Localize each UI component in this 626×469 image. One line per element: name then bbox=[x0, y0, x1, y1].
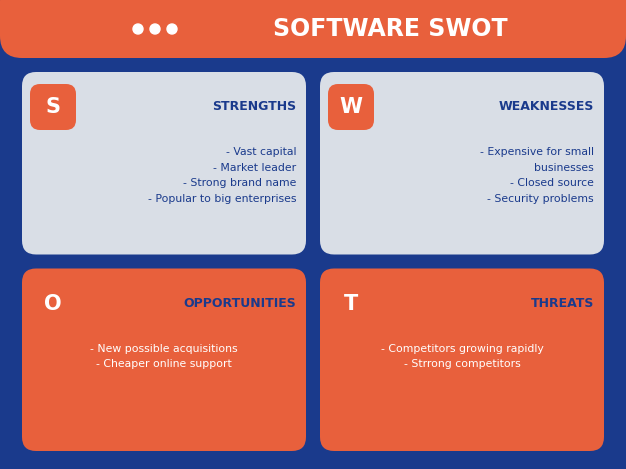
Circle shape bbox=[150, 24, 160, 34]
Text: WEAKNESSES: WEAKNESSES bbox=[499, 100, 594, 113]
Text: - Expensive for small
businesses
- Closed source
- Security problems: - Expensive for small businesses - Close… bbox=[480, 147, 594, 204]
Text: O: O bbox=[44, 294, 62, 313]
FancyBboxPatch shape bbox=[0, 0, 626, 58]
FancyBboxPatch shape bbox=[30, 280, 76, 326]
Text: SOFTWARE SWOT: SOFTWARE SWOT bbox=[273, 17, 507, 41]
FancyBboxPatch shape bbox=[328, 280, 374, 326]
Text: - Competitors growing rapidly
- Strrong competitors: - Competitors growing rapidly - Strrong … bbox=[381, 343, 543, 369]
Text: - New possible acquisitions
- Cheaper online support: - New possible acquisitions - Cheaper on… bbox=[90, 343, 238, 369]
Text: - Vast capital
- Market leader
- Strong brand name
- Popular to big enterprises: - Vast capital - Market leader - Strong … bbox=[148, 147, 296, 204]
Text: THREATS: THREATS bbox=[531, 297, 594, 310]
FancyBboxPatch shape bbox=[320, 268, 604, 451]
Circle shape bbox=[133, 24, 143, 34]
Text: OPPORTUNITIES: OPPORTUNITIES bbox=[183, 297, 296, 310]
FancyBboxPatch shape bbox=[328, 84, 374, 130]
Text: STRENGTHS: STRENGTHS bbox=[212, 100, 296, 113]
FancyBboxPatch shape bbox=[320, 72, 604, 255]
Circle shape bbox=[167, 24, 177, 34]
Text: W: W bbox=[339, 97, 362, 117]
Text: T: T bbox=[344, 294, 358, 313]
FancyBboxPatch shape bbox=[30, 84, 76, 130]
FancyBboxPatch shape bbox=[22, 268, 306, 451]
Bar bbox=[0, 0, 626, 22]
FancyBboxPatch shape bbox=[22, 72, 306, 255]
Text: S: S bbox=[46, 97, 61, 117]
